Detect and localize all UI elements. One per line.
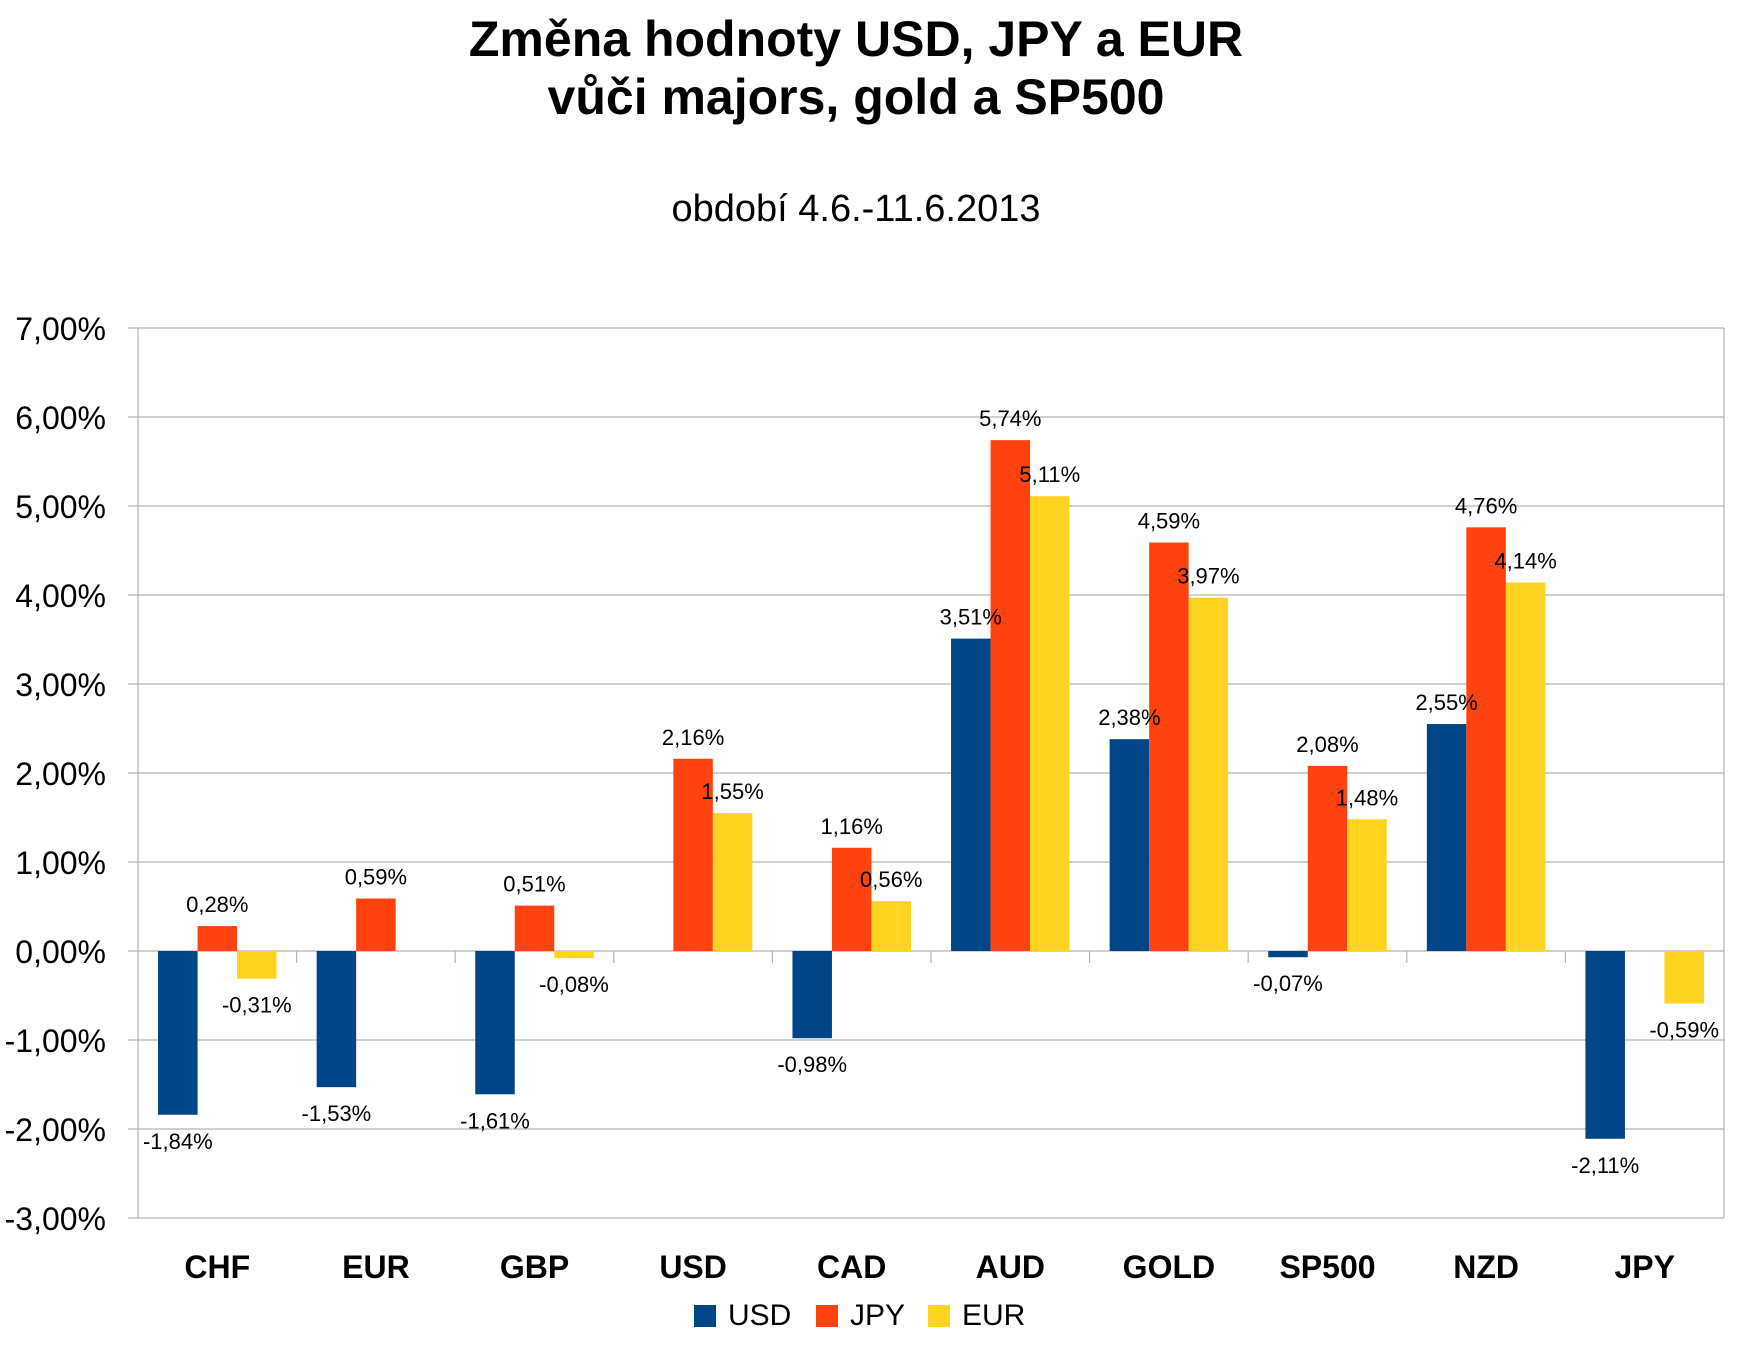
data-label-eur: 3,97% xyxy=(1177,564,1239,589)
legend-item-eur: EUR xyxy=(928,1296,1025,1336)
data-label-jpy: 1,16% xyxy=(821,814,883,839)
x-category-label: JPY xyxy=(1614,1249,1674,1285)
bar-jpy xyxy=(1466,527,1506,951)
data-label-eur: 0,56% xyxy=(860,867,922,892)
legend-item-usd: USD xyxy=(694,1296,791,1336)
data-label-usd: 2,38% xyxy=(1098,705,1160,730)
data-label-jpy: 0,51% xyxy=(503,872,565,897)
data-label-jpy: 2,16% xyxy=(662,725,724,750)
x-category-label: GOLD xyxy=(1123,1249,1215,1285)
x-category-label: SP500 xyxy=(1279,1249,1375,1285)
bar-usd xyxy=(1426,724,1467,951)
legend-swatch-eur xyxy=(928,1305,950,1327)
legend-swatch-jpy xyxy=(816,1305,838,1327)
data-label-usd: 3,51% xyxy=(940,605,1002,630)
bar-eur xyxy=(712,813,753,951)
bar-jpy xyxy=(356,898,396,951)
x-category-label: NZD xyxy=(1453,1249,1519,1285)
y-tick-label: 7,00% xyxy=(15,311,106,347)
data-label-eur: -0,31% xyxy=(222,993,292,1018)
y-tick-label: 6,00% xyxy=(15,400,106,436)
bar-usd xyxy=(316,951,357,1088)
x-category-label: AUD xyxy=(976,1249,1045,1285)
data-label-usd: -2,11% xyxy=(1571,1153,1639,1178)
bar-chart: 7,00% 6,00% 5,00% 4,00% 3,00% 2,00% 1,00% 0,00%… xyxy=(5,311,1725,1285)
x-category-label: EUR xyxy=(342,1249,410,1285)
bar-eur xyxy=(1347,819,1387,951)
data-label-usd: -1,84% xyxy=(143,1129,213,1154)
data-label-jpy: 4,76% xyxy=(1455,493,1517,518)
bar-eur xyxy=(1188,597,1229,951)
data-label-usd: -0,98% xyxy=(777,1052,847,1077)
x-category-label: CHF xyxy=(184,1249,250,1285)
bar-jpy xyxy=(673,758,713,951)
y-tick-label: 3,00% xyxy=(15,667,106,703)
chart-title-line2: vůči majors, gold a SP500 xyxy=(547,69,1165,125)
data-label-eur: 5,11% xyxy=(1019,462,1080,487)
data-label-eur: -0,59% xyxy=(1649,1018,1719,1043)
bar-jpy xyxy=(514,905,555,951)
legend-item-jpy: JPY xyxy=(816,1296,905,1336)
y-tick-label: 5,00% xyxy=(15,489,106,525)
data-label-eur: 1,48% xyxy=(1336,785,1398,810)
bar-eur xyxy=(554,951,594,959)
legend-label-usd: USD xyxy=(728,1299,792,1332)
chart-legend: USD JPY EUR xyxy=(0,1296,1740,1336)
data-label-jpy: 0,59% xyxy=(345,864,407,889)
bar-eur xyxy=(1030,496,1070,951)
bar-usd xyxy=(1585,951,1625,1139)
data-label-jpy: 5,74% xyxy=(979,406,1041,431)
bar-usd xyxy=(792,951,832,1039)
y-tick-label: 2,00% xyxy=(15,756,106,792)
y-tick-label: 4,00% xyxy=(15,578,106,614)
legend-label-jpy: JPY xyxy=(850,1299,906,1332)
bar-jpy xyxy=(990,440,1031,951)
bar-jpy xyxy=(831,847,872,951)
y-tick-label: -2,00% xyxy=(5,1112,106,1148)
data-label-eur: -0,08% xyxy=(539,972,609,997)
bar-usd xyxy=(951,638,991,951)
bar-usd xyxy=(1268,951,1308,958)
data-label-jpy: 2,08% xyxy=(1296,732,1358,757)
bar-jpy xyxy=(197,926,238,951)
bar-usd xyxy=(475,951,515,1095)
data-label-usd: -0,07% xyxy=(1253,971,1323,996)
legend-swatch-usd xyxy=(694,1305,716,1327)
data-label-usd: -1,53% xyxy=(302,1101,372,1126)
bar-eur xyxy=(1505,582,1546,951)
y-tick-label: -1,00% xyxy=(5,1023,106,1059)
data-label-usd: -1,61% xyxy=(460,1108,530,1133)
bar-eur xyxy=(1664,951,1704,1004)
data-label-eur: 1,55% xyxy=(701,779,763,804)
y-tick-label: -3,00% xyxy=(5,1201,106,1237)
bar-jpy xyxy=(1307,765,1348,951)
bar-eur xyxy=(871,901,911,951)
chart-subtitle: období 4.6.-11.6.2013 xyxy=(671,188,1041,230)
legend-label-eur: EUR xyxy=(962,1299,1026,1332)
bar-jpy xyxy=(1149,542,1189,951)
data-label-eur: 4,14% xyxy=(1494,549,1556,574)
bar-eur xyxy=(237,951,277,979)
bar-usd xyxy=(1109,739,1150,951)
data-label-jpy: 4,59% xyxy=(1138,508,1200,533)
y-tick-label: 0,00% xyxy=(15,934,106,970)
y-tick-label: 1,00% xyxy=(15,845,106,881)
x-category-label: CAD xyxy=(817,1249,886,1285)
x-category-label: GBP xyxy=(500,1249,569,1285)
data-label-jpy: 0,28% xyxy=(186,892,248,917)
x-category-label: USD xyxy=(659,1249,727,1285)
chart-title-line1: Změna hodnoty USD, JPY a EUR xyxy=(468,11,1244,67)
data-label-usd: 2,55% xyxy=(1415,690,1477,715)
bar-usd xyxy=(158,951,198,1115)
